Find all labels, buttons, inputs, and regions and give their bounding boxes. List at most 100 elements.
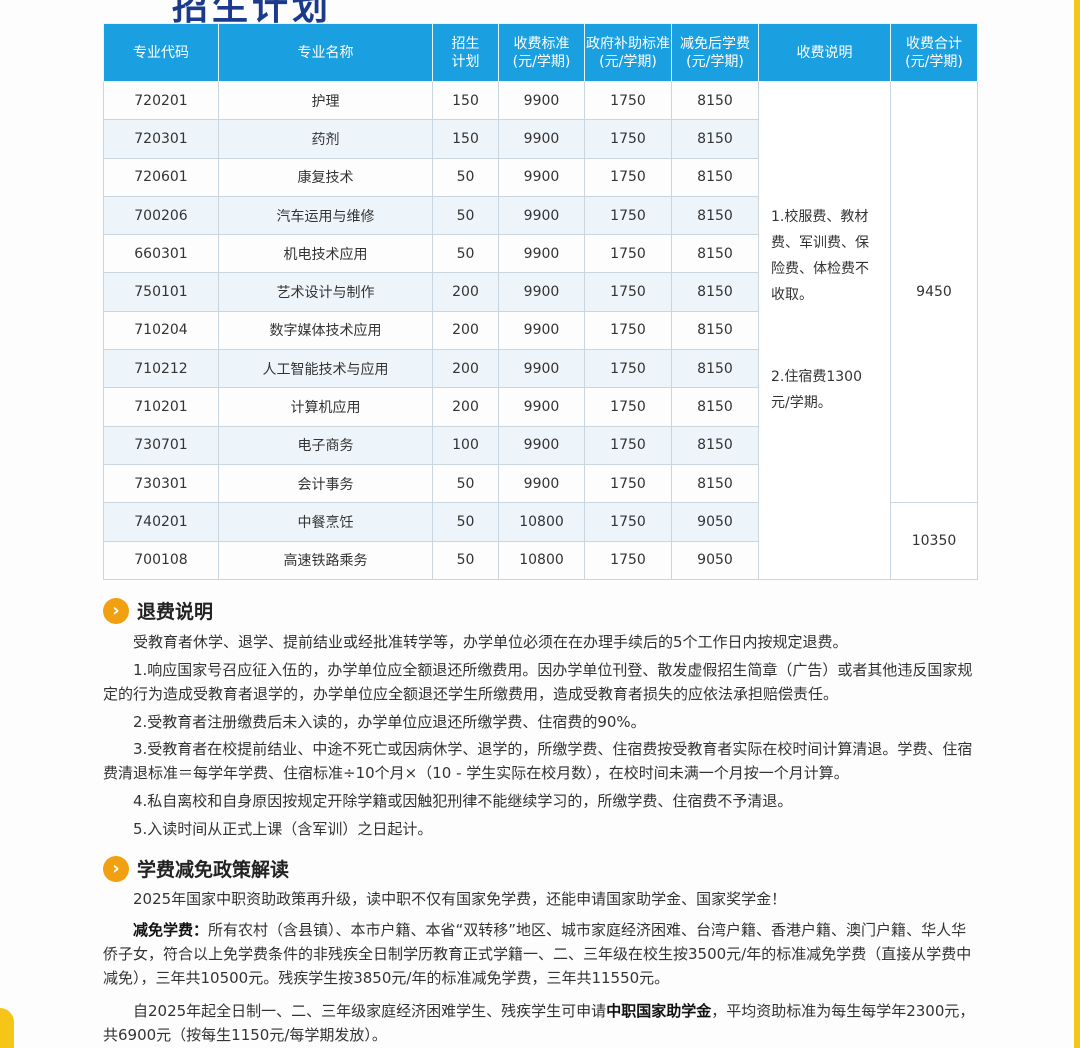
header-text: (元/学期) — [599, 53, 657, 70]
table-cell: 100 — [432, 425, 499, 465]
refund-paragraph: 1.响应国家号召应征入伍的，办学单位应全额退还所缴费用。因办学单位刊登、散发虚假… — [103, 661, 973, 703]
table-cell: 200 — [432, 387, 499, 427]
table-cell: 50 — [432, 234, 499, 274]
section-title: 退费说明 — [137, 601, 214, 623]
column-header: 收费说明 — [758, 23, 891, 82]
header-text: 收费合计 — [906, 35, 962, 52]
header-text: 计划 — [451, 53, 480, 70]
paragraph-text: ，平均资助标准为每生每学年2300元，共6900元（按每生1150元/每学期发放… — [103, 1002, 975, 1044]
table-cell: 1750 — [584, 425, 672, 465]
header-text: 收费标准 — [513, 35, 570, 52]
table-cell: 1750 — [584, 157, 672, 197]
table-cell: 9900 — [498, 119, 585, 159]
table-row: 750101 艺术设计与制作 200 9900 1750 8150 — [103, 272, 978, 312]
table-cell: 50 — [432, 463, 499, 504]
fee-total-cell: 10350 — [890, 502, 978, 580]
table-cell: 高速铁路乘务 — [218, 540, 433, 580]
table-cell: 会计事务 — [218, 463, 433, 504]
table-row: 740201 中餐烹饪 50 10800 1750 9050 10350 — [103, 502, 978, 580]
table-row: 720201 护理 150 9900 1750 8150 1.校服费、教材费、军训费、保险费… — [103, 80, 978, 580]
table-cell: 机电技术应用 — [218, 234, 433, 274]
table-cell: 1750 — [584, 119, 672, 159]
table-row: 700206 汽车运用与维修 50 9900 1750 8150 — [103, 195, 978, 236]
table-cell: 中餐烹饪 — [218, 502, 433, 542]
table-cell: 50 — [432, 502, 499, 542]
table-cell: 8150 — [671, 463, 759, 504]
header-text: (元/学期) — [512, 53, 571, 70]
table-cell: 10800 — [498, 540, 585, 580]
table-cell: 8150 — [671, 349, 759, 389]
table-cell: 1750 — [584, 502, 672, 542]
table-cell: 护理 — [218, 80, 433, 121]
table-cell: 1750 — [584, 234, 672, 274]
table-row: 730301 会计事务 50 9900 1750 8150 — [103, 463, 978, 504]
section-title: 学费减免政策解读 — [137, 859, 290, 881]
table-cell: 150 — [432, 119, 499, 159]
decorative-corner — [0, 1008, 14, 1048]
refund-paragraph: 2.受教育者注册缴费后未入读的，办学单位应退还所缴学费、住宿费的90%。 — [133, 713, 646, 731]
table-cell: 药剂 — [218, 119, 433, 159]
column-header: 收费标准 (元/学期) — [498, 23, 585, 82]
table-cell: 50 — [432, 157, 499, 197]
header-text: (元/学期) — [905, 53, 963, 70]
table-cell: 8150 — [671, 195, 759, 236]
table-cell: 150 — [432, 80, 499, 121]
table-cell: 700206 — [103, 195, 219, 236]
policy-section-heading: › 学费减免政策解读 — [103, 855, 289, 882]
table-cell: 1750 — [584, 195, 672, 236]
table-cell: 720301 — [103, 119, 219, 159]
table-cell: 1750 — [584, 80, 672, 121]
table-cell: 9900 — [498, 463, 585, 504]
header-text: 政府补助标准 — [586, 35, 670, 52]
table-cell: 9900 — [498, 80, 585, 121]
column-header: 政府补助标准 (元/学期) — [584, 23, 672, 82]
table-row: 710201 计算机应用 200 9900 1750 8150 — [103, 387, 978, 427]
table-cell: 710204 — [103, 310, 219, 351]
table-cell: 1750 — [584, 387, 672, 427]
table-cell: 康复技术 — [218, 157, 433, 197]
refund-paragraph: 受教育者休学、退学、提前结业或经批准转学等，办学单位必须在在办理手续后的5个工作… — [133, 633, 848, 651]
paragraph-text: 所有农村（含县镇）、本市户籍、本省“双转移”地区、城市家庭经济困难、台湾户籍、香… — [103, 921, 972, 987]
table-cell: 1750 — [584, 272, 672, 312]
table-cell: 8150 — [671, 157, 759, 197]
bold-label: 减免学费： — [133, 921, 209, 939]
table-cell: 汽车运用与维修 — [218, 195, 433, 236]
table-cell: 9900 — [498, 310, 585, 351]
header-text: (元/学期) — [686, 53, 744, 70]
table-cell: 8150 — [671, 80, 759, 121]
table-cell: 700108 — [103, 540, 219, 580]
chevron-right-icon: › — [103, 855, 129, 882]
refund-section-heading: › 退费说明 — [103, 597, 213, 624]
table-cell: 人工智能技术与应用 — [218, 349, 433, 389]
table-cell: 艺术设计与制作 — [218, 272, 433, 312]
table-cell: 计算机应用 — [218, 387, 433, 427]
table-cell: 10800 — [498, 502, 585, 542]
table-cell: 710212 — [103, 349, 219, 389]
refund-paragraph: 4.私自离校和自身原因按规定开除学籍或因触犯刑律不能继续学习的，所缴学费、住宿费… — [133, 792, 793, 810]
table-row: 730701 电子商务 100 9900 1750 8150 — [103, 425, 978, 465]
table-cell: 9900 — [498, 157, 585, 197]
table-cell: 数字媒体技术应用 — [218, 310, 433, 351]
table-cell: 200 — [432, 310, 499, 351]
column-header: 招生 计划 — [432, 23, 499, 82]
table-cell: 740201 — [103, 502, 219, 542]
table-cell: 9900 — [498, 272, 585, 312]
table-cell: 8150 — [671, 387, 759, 427]
table-cell: 720201 — [103, 80, 219, 121]
table-cell: 9900 — [498, 387, 585, 427]
table-cell: 9050 — [671, 502, 759, 542]
table-cell: 8150 — [671, 310, 759, 351]
header-text: 招生 — [451, 35, 480, 52]
table-cell: 1750 — [584, 349, 672, 389]
column-header: 专业代码 — [103, 23, 219, 82]
header-text: 专业名称 — [297, 44, 354, 61]
table-header-row: 专业代码 专业名称 招生 计划 收费标准 (元/学期) 政府补助标准 (元/学期) 减免后学费(… — [103, 23, 978, 82]
paragraph-text: 自2025年起全日制一、二、三年级家庭经济困难学生、残疾学生可申请 — [133, 1002, 607, 1020]
table-cell: 1750 — [584, 463, 672, 504]
header-text: 收费说明 — [796, 44, 853, 61]
fee-note-2: 2.住宿费1300元/学期。 — [771, 369, 862, 412]
policy-tuition-waiver: 减免学费：所有农村（含县镇）、本市户籍、本省“双转移”地区、城市家庭经济困难、台… — [103, 918, 978, 990]
table-row: 710204 数字媒体技术应用 200 9900 1750 8150 — [103, 310, 978, 351]
fee-note-1: 1.校服费、教材费、军训费、保险费、体检费不收取。 — [771, 209, 869, 304]
table-cell: 720601 — [103, 157, 219, 197]
